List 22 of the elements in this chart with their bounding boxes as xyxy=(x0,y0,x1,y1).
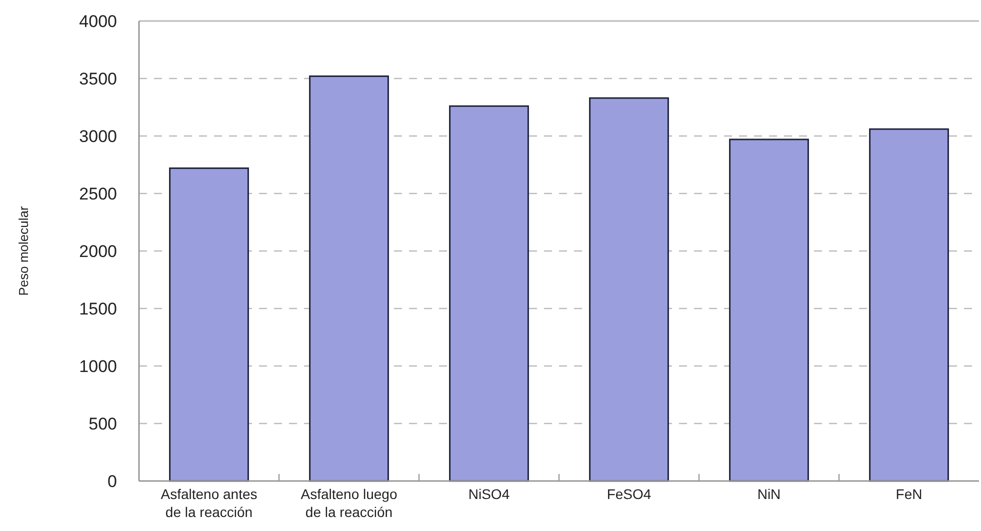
bar xyxy=(449,105,529,482)
y-tick-label: 4000 xyxy=(79,12,117,31)
y-tick-label: 3000 xyxy=(79,126,117,146)
x-tick-label: NiN xyxy=(757,486,781,502)
x-tick-label: FeN xyxy=(896,486,922,502)
bar xyxy=(729,138,809,482)
y-tick-label: 3500 xyxy=(79,69,117,88)
y-tick-label: 1500 xyxy=(79,299,117,318)
y-tick-label: 0 xyxy=(108,472,117,491)
bar xyxy=(169,167,249,482)
y-tick-label: 2500 xyxy=(79,184,117,204)
bar xyxy=(309,75,389,482)
y-tick-label: 500 xyxy=(88,414,117,434)
x-tick-label: Asfalteno luego de la reacción xyxy=(300,486,398,520)
x-tick-label: NiSO4 xyxy=(468,486,510,502)
y-axis-title: Peso molecular xyxy=(16,206,31,296)
y-tick-label: 2000 xyxy=(79,242,117,261)
x-tick-label: FeSO4 xyxy=(606,486,652,502)
bar xyxy=(869,128,949,482)
x-tick-label: Asfalteno antes de la reacción xyxy=(160,486,258,520)
bar xyxy=(589,97,669,482)
y-tick-label: 1000 xyxy=(79,356,117,376)
